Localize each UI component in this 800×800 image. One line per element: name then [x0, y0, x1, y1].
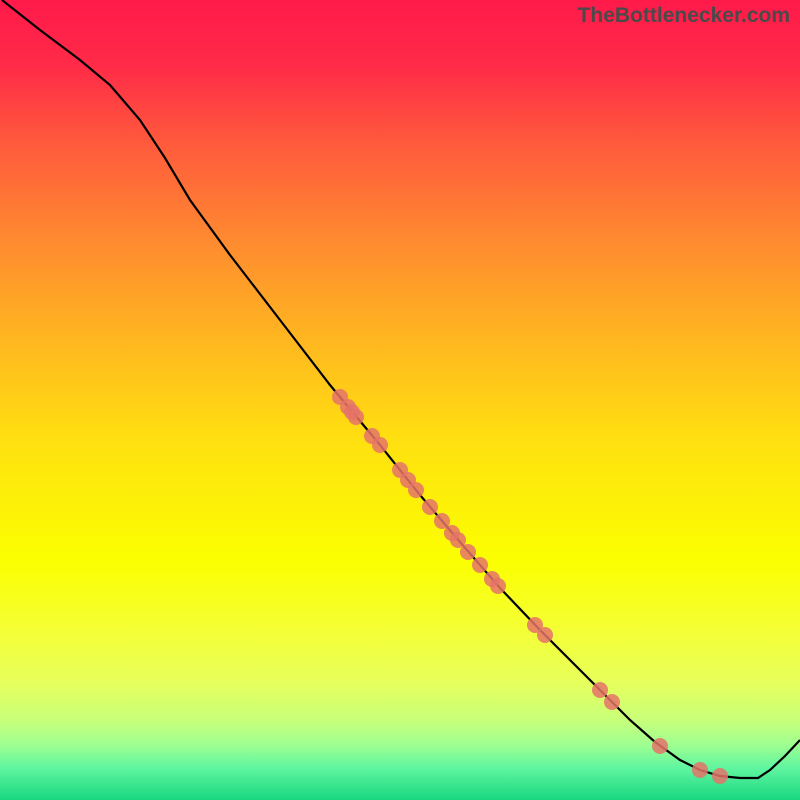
- scatter-points: [332, 389, 728, 784]
- scatter-point: [490, 578, 506, 594]
- scatter-point: [712, 768, 728, 784]
- scatter-point: [348, 409, 364, 425]
- scatter-point: [592, 682, 608, 698]
- bottleneck-curve: [2, 0, 800, 778]
- scatter-point: [372, 437, 388, 453]
- scatter-point: [460, 544, 476, 560]
- scatter-point: [692, 762, 708, 778]
- scatter-point: [408, 482, 424, 498]
- scatter-point: [537, 627, 553, 643]
- scatter-point: [604, 694, 620, 710]
- scatter-point: [422, 499, 438, 515]
- scatter-point: [472, 557, 488, 573]
- chart-container: TheBottlenecker.com: [0, 0, 800, 800]
- plot-area: [0, 0, 800, 800]
- scatter-point: [652, 738, 668, 754]
- watermark-text: TheBottlenecker.com: [578, 4, 790, 28]
